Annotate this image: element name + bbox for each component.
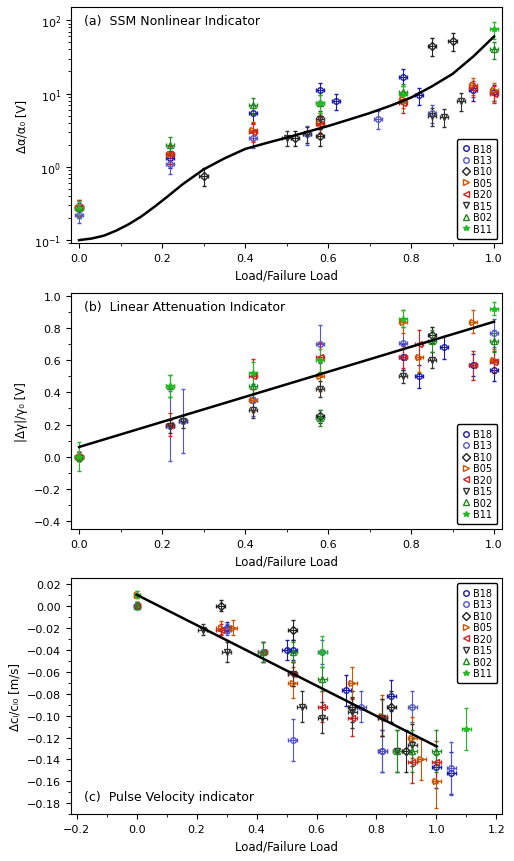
Y-axis label: Δcₗ/cₗ₀ [m/s]: Δcₗ/cₗ₀ [m/s] bbox=[8, 663, 22, 730]
Text: (b)  Linear Attenuation Indicator: (b) Linear Attenuation Indicator bbox=[84, 300, 285, 313]
Y-axis label: |Δγ|/γ₀ [V]: |Δγ|/γ₀ [V] bbox=[15, 381, 28, 442]
Legend: B18, B13, B10, B05, B20, B15, B02, B11: B18, B13, B10, B05, B20, B15, B02, B11 bbox=[457, 424, 498, 524]
X-axis label: Load/Failure Load: Load/Failure Load bbox=[235, 554, 338, 567]
X-axis label: Load/Failure Load: Load/Failure Load bbox=[235, 839, 338, 852]
Text: (c)  Pulse Velocity indicator: (c) Pulse Velocity indicator bbox=[84, 790, 254, 802]
Legend: B18, B13, B10, B05, B20, B15, B02, B11: B18, B13, B10, B05, B20, B15, B02, B11 bbox=[457, 139, 498, 239]
X-axis label: Load/Failure Load: Load/Failure Load bbox=[235, 269, 338, 282]
Y-axis label: Δα/α₀ [V]: Δα/α₀ [V] bbox=[15, 100, 28, 152]
Legend: B18, B13, B10, B05, B20, B15, B02, B11: B18, B13, B10, B05, B20, B15, B02, B11 bbox=[457, 584, 498, 684]
Text: (a)  SSM Nonlinear Indicator: (a) SSM Nonlinear Indicator bbox=[84, 15, 260, 28]
